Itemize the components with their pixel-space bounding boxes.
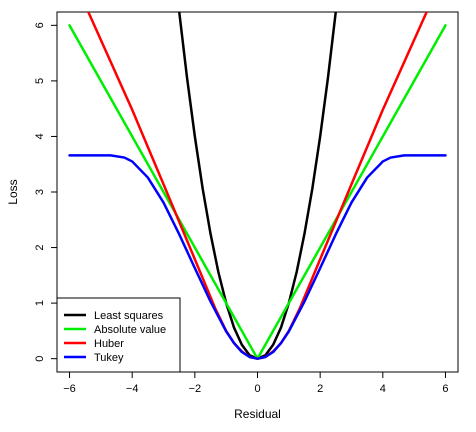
series-line-least-squares	[177, 12, 338, 360]
legend-label-tukey: Tukey	[94, 352, 124, 364]
y-tick-label: 2	[34, 244, 46, 250]
y-tick-label: 6	[34, 22, 46, 28]
series-line-tukey	[68, 154, 447, 360]
y-tick-label: 3	[34, 189, 46, 195]
x-axis-label: Residual	[234, 407, 281, 421]
y-tick-label: 1	[34, 300, 46, 306]
x-tick-label: 6	[442, 383, 448, 395]
legend-label-absolute-value: Absolute value	[94, 324, 166, 336]
x-tick-label: −6	[63, 383, 76, 395]
y-tick-label: 5	[34, 78, 46, 84]
y-axis-label: Loss	[6, 179, 20, 204]
y-tick-label: 4	[34, 133, 46, 139]
x-tick-label: 2	[317, 383, 323, 395]
y-tick-label: 0	[34, 356, 46, 362]
x-tick-label: 4	[380, 383, 386, 395]
x-tick-label: −4	[126, 383, 139, 395]
legend: Least squares Absolute value Huber Tukey	[56, 297, 181, 373]
legend-label-least-squares: Least squares	[94, 310, 164, 322]
legend-label-huber: Huber	[94, 338, 124, 350]
legend-box	[56, 297, 181, 373]
x-tick-label: 0	[254, 383, 260, 395]
x-tick-label: −2	[189, 383, 202, 395]
